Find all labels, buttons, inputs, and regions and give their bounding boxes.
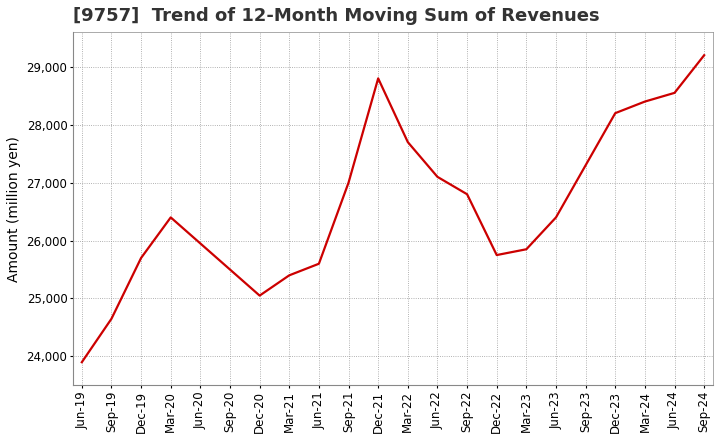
Y-axis label: Amount (million yen): Amount (million yen) bbox=[7, 136, 21, 282]
Text: [9757]  Trend of 12-Month Moving Sum of Revenues: [9757] Trend of 12-Month Moving Sum of R… bbox=[73, 7, 600, 25]
